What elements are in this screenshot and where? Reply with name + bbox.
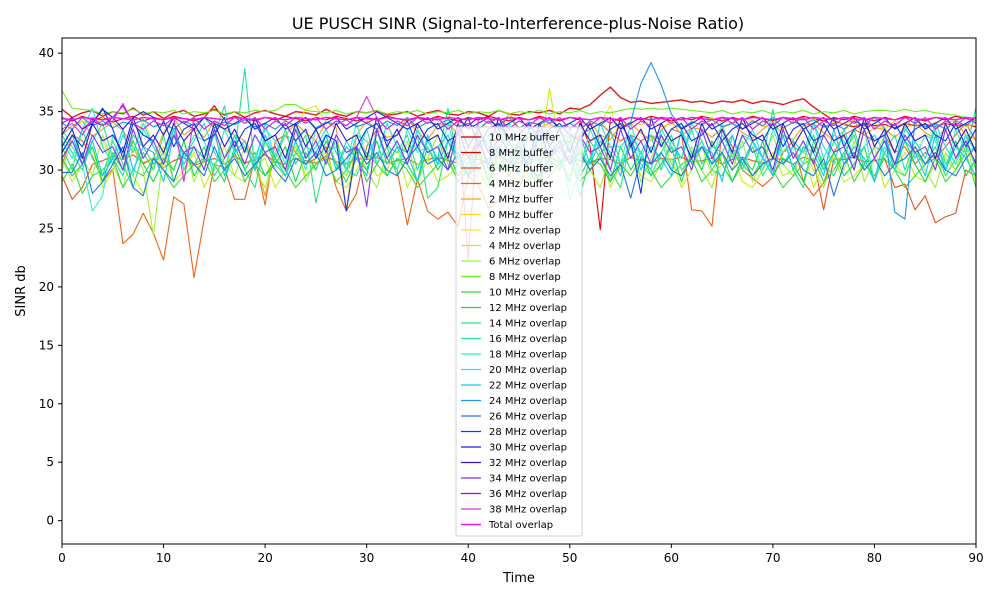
legend-box — [455, 126, 583, 537]
y-tick-label: 40 — [39, 46, 54, 60]
x-tick-label: 0 — [58, 551, 66, 565]
y-tick-label: 0 — [46, 514, 54, 528]
y-tick-label: 25 — [39, 221, 54, 235]
legend-entry-label: 2 MHz overlap — [489, 226, 561, 237]
legend-entry-label: 10 MHz buffer — [489, 133, 560, 144]
legend-entry-label: 28 MHz overlap — [489, 427, 567, 438]
x-tick-label: 20 — [257, 551, 272, 565]
series-line-10-mhz-buffer — [62, 86, 976, 129]
legend-entry-label: 38 MHz overlap — [489, 505, 567, 516]
x-tick-label: 80 — [867, 551, 882, 565]
chart-title: UE PUSCH SINR (Signal-to-Interference-pl… — [292, 14, 744, 33]
y-tick-label: 15 — [39, 338, 54, 352]
plot-frame — [61, 37, 977, 545]
x-tick-label: 30 — [359, 551, 374, 565]
series-line-38-mhz-overlap — [62, 95, 976, 260]
x-tick-label: 70 — [765, 551, 780, 565]
series-line-total-overlap — [62, 116, 976, 121]
legend-entry-label: 2 MHz buffer — [489, 195, 554, 206]
legend-entry-label: 6 MHz buffer — [489, 164, 554, 175]
legend-entry-label: 16 MHz overlap — [489, 334, 567, 345]
legend-entry-label: 20 MHz overlap — [489, 365, 567, 376]
legend-entry-label: 22 MHz overlap — [489, 381, 567, 392]
legend-entry-label: 26 MHz overlap — [489, 412, 567, 423]
legend-entry-label: 4 MHz overlap — [489, 241, 561, 252]
legend-entry-label: 36 MHz overlap — [489, 489, 567, 500]
x-tick-label: 50 — [562, 551, 577, 565]
legend-entry-label: 0 MHz buffer — [489, 210, 554, 221]
legend-entry-label: 24 MHz overlap — [489, 396, 567, 407]
x-tick-label: 10 — [156, 551, 171, 565]
series-line-8-mhz-overlap — [62, 90, 976, 122]
legend-entry-label: 12 MHz overlap — [489, 303, 567, 314]
x-tick-label: 40 — [461, 551, 476, 565]
x-tick-label: 60 — [664, 551, 679, 565]
legend-entry-label: 8 MHz buffer — [489, 148, 554, 159]
y-tick-label: 20 — [39, 280, 54, 294]
y-tick-label: 10 — [39, 397, 54, 411]
legend-entry-label: 14 MHz overlap — [489, 319, 567, 330]
y-tick-label: 30 — [39, 163, 54, 177]
legend-entry-label: 34 MHz overlap — [489, 474, 567, 485]
x-axis: 0 10 20 30 40 50 60 70 80 90 — [58, 544, 984, 565]
legend-entry-label: 8 MHz overlap — [489, 272, 561, 283]
y-tick-label: 5 — [46, 455, 54, 469]
y-axis: 0 5 10 15 20 25 30 35 40 — [39, 46, 62, 528]
legend-entry-label: 6 MHz overlap — [489, 257, 561, 268]
legend: 10 MHz buffer 8 MHz buffer 6 MHz buffer 4 M… — [455, 126, 583, 537]
legend-entry-label: 32 MHz overlap — [489, 458, 567, 469]
y-axis-title: SINR db — [14, 265, 29, 316]
legend-entry-label: 4 MHz buffer — [489, 179, 554, 190]
legend-entry-label: 18 MHz overlap — [489, 350, 567, 361]
x-axis-title: Time — [502, 571, 535, 586]
legend-entry-label: Total overlap — [488, 520, 553, 531]
legend-entry-label: 30 MHz overlap — [489, 443, 567, 454]
x-tick-label: 90 — [968, 551, 983, 565]
y-tick-label: 35 — [39, 105, 54, 119]
legend-entry-label: 10 MHz overlap — [489, 288, 567, 299]
